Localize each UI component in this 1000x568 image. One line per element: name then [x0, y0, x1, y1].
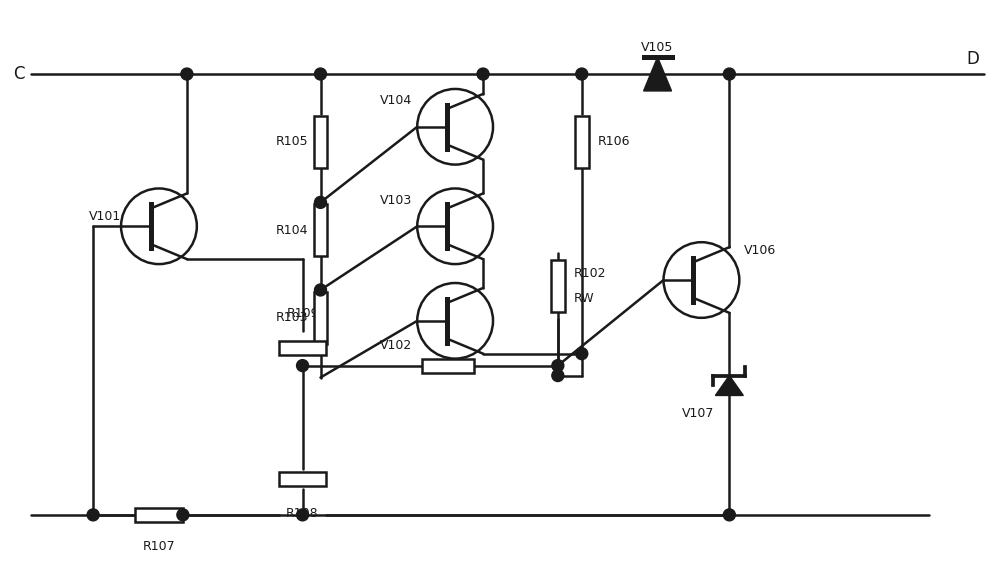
Text: V103: V103 [380, 194, 412, 207]
Bar [279, 341, 326, 354]
Circle shape [121, 189, 197, 264]
Text: V104: V104 [380, 94, 412, 107]
Circle shape [315, 284, 326, 296]
Text: C: C [13, 65, 25, 83]
Text: R101: R101 [432, 331, 464, 344]
Circle shape [87, 509, 99, 521]
Circle shape [417, 189, 493, 264]
Circle shape [723, 509, 735, 521]
Circle shape [181, 68, 193, 80]
Text: R106: R106 [598, 135, 630, 148]
Text: V102: V102 [380, 339, 412, 352]
Text: R104: R104 [276, 224, 309, 237]
Circle shape [723, 68, 735, 80]
Circle shape [315, 68, 326, 80]
Text: V105: V105 [641, 41, 674, 53]
Text: R103: R103 [276, 311, 309, 324]
Bar [551, 260, 565, 312]
Bar [135, 508, 183, 522]
Circle shape [177, 509, 189, 521]
Polygon shape [715, 375, 743, 395]
Bar [314, 204, 327, 256]
Circle shape [417, 89, 493, 165]
Polygon shape [644, 57, 672, 91]
Text: V107: V107 [681, 407, 714, 420]
Text: R107: R107 [143, 540, 175, 553]
Bar [279, 472, 326, 486]
Circle shape [552, 360, 564, 371]
Circle shape [552, 370, 564, 382]
Circle shape [576, 68, 588, 80]
Bar [422, 358, 474, 373]
Circle shape [417, 283, 493, 358]
Text: R105: R105 [276, 135, 309, 148]
Text: R108: R108 [286, 507, 319, 520]
Text: D: D [967, 50, 980, 68]
Text: V101: V101 [89, 210, 121, 223]
Bar [575, 116, 589, 168]
Circle shape [315, 197, 326, 208]
Circle shape [576, 348, 588, 360]
Circle shape [297, 360, 309, 371]
Circle shape [477, 68, 489, 80]
Circle shape [297, 509, 309, 521]
Text: RW: RW [574, 293, 594, 306]
Circle shape [664, 242, 739, 318]
Bar [314, 292, 327, 344]
Text: R102: R102 [574, 266, 606, 279]
Text: R109: R109 [286, 307, 319, 320]
Bar [314, 116, 327, 168]
Text: V106: V106 [744, 244, 777, 257]
